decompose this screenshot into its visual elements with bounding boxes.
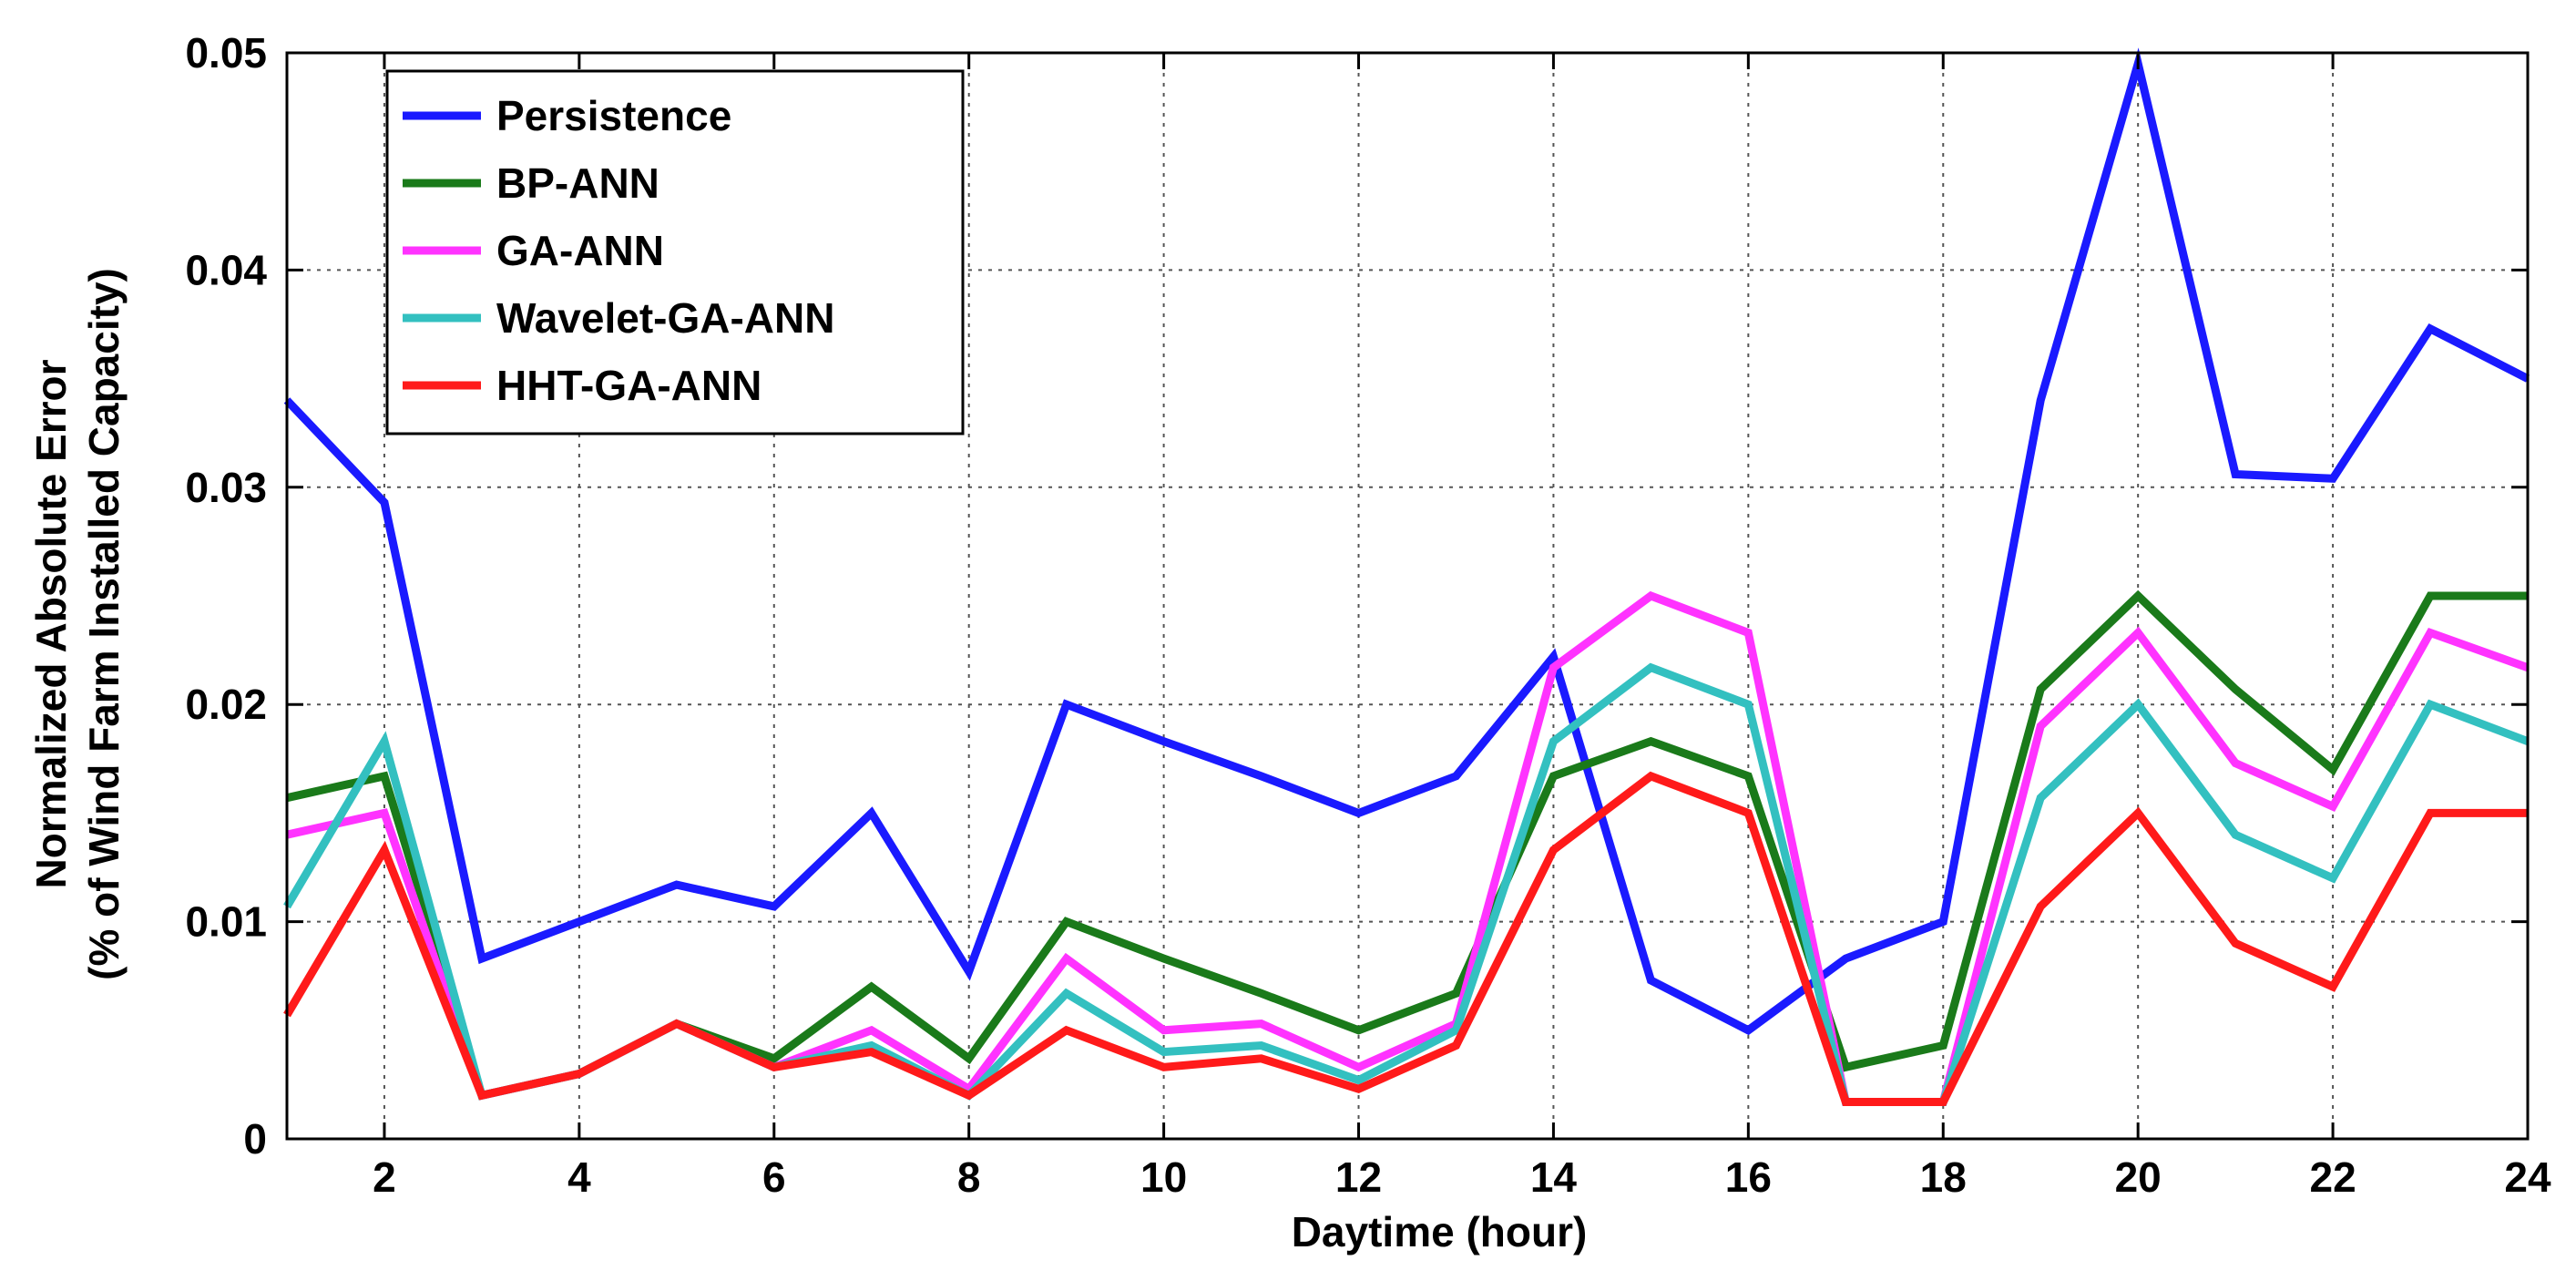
legend-box: [385, 69, 965, 436]
ticks: 2 4 6 8 10 12 14 16 18 20 22 2400.010.020.030.040.0…: [185, 29, 2551, 1201]
x-tick-label: 8: [957, 1153, 981, 1201]
x-tick-label: 14: [1530, 1153, 1578, 1201]
plot-frame: [285, 51, 2530, 1141]
x-axis-label: Daytime (hour): [1292, 1208, 1588, 1255]
legend: Persistence BP-ANN GA-ANN Wavelet-GA-ANN HHT…: [385, 69, 965, 436]
y-tick-label: 0.04: [185, 246, 267, 293]
x-tick-label: 12: [1335, 1153, 1382, 1201]
legend-label-bp-ann: BP-ANN: [496, 159, 659, 207]
series-line-hht-ga-ann: [283, 771, 2528, 1106]
series-line-bp-ann: [286, 589, 2528, 1101]
x-tick-label: 24: [2504, 1153, 2551, 1201]
x-tick-label: 20: [2115, 1153, 2162, 1201]
x-tick-label: 4: [567, 1153, 591, 1201]
y-axis-label-line2: (% of Wind Farm Installed Capacity): [80, 268, 128, 980]
legend-label-hht-ga-ann: HHT-GA-ANN: [496, 362, 762, 409]
y-tick-label: 0: [243, 1115, 267, 1163]
y-axis-label-line1: Normalized Absolute Error: [27, 359, 75, 888]
x-tick-label: 16: [1725, 1153, 1772, 1201]
legend-label-ga-ann: GA-ANN: [496, 227, 664, 274]
x-tick-label: 10: [1140, 1153, 1187, 1201]
legend-label-persistence: Persistence: [496, 92, 731, 139]
x-tick-label: 18: [1920, 1153, 1967, 1201]
series-layer: [283, 47, 2530, 1106]
y-tick-label: 0.02: [185, 681, 267, 728]
legend-label-wavelet-ga-ann: Wavelet-GA-ANN: [496, 294, 834, 342]
series-line-persistence: [283, 47, 2530, 1036]
x-tick-label: 2: [373, 1153, 396, 1201]
y-tick-label: 0.05: [185, 29, 267, 77]
x-tick-label: 6: [762, 1153, 786, 1201]
y-tick-label: 0.03: [185, 464, 267, 511]
y-tick-label: 0.01: [185, 898, 267, 946]
x-tick-label: 22: [2310, 1153, 2356, 1201]
series-line-ga-ann: [286, 590, 2530, 1106]
